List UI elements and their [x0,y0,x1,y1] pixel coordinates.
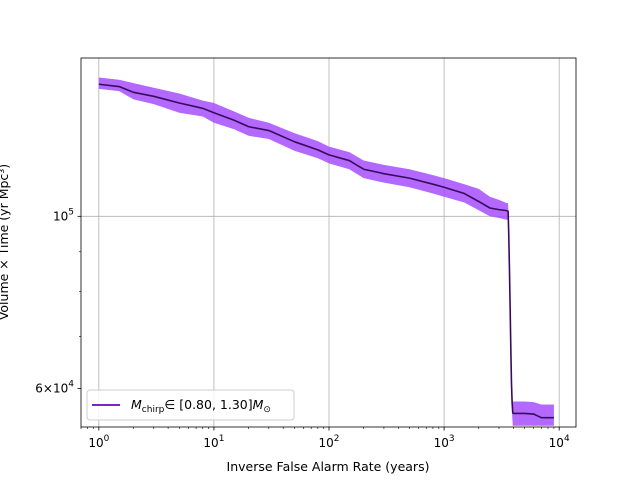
y-axis-ticks: 105 6×104 [35,207,81,395]
x-tick-label: 102 [318,434,339,450]
x-axis-ticks: 100 101 102 103 104 [80,427,570,450]
y-tick-label: 6×104 [35,379,74,395]
grid-lines [81,58,576,427]
x-tick-label: 100 [88,434,109,450]
legend-label: Mchirp∈ [0.80, 1.30]M⊙ [131,397,271,415]
plot-frame [80,57,577,428]
x-axis-label: Inverse False Alarm Rate (years) [227,459,430,474]
series-median-line [98,83,554,419]
legend-sub: chirp [142,405,165,415]
legend-unit-sub: ⊙ [263,405,271,415]
x-tick-label: 101 [203,434,224,450]
confidence-band-layer [98,77,554,426]
x-tick-label: 104 [549,434,570,450]
y-tick-label: 105 [53,207,74,223]
legend-var: M [131,397,142,412]
legend-relation: ∈ [0.80, 1.30] [164,397,252,412]
x-tick-label: 103 [434,434,455,450]
legend: Mchirp∈ [0.80, 1.30]M⊙ [86,389,295,421]
legend-box [86,389,295,421]
series-confidence-band [98,77,554,426]
series-line-layer [98,83,554,419]
y-axis-label: Volume × Time (yr Mpc³) [0,164,11,320]
legend-unit: M [253,397,264,412]
